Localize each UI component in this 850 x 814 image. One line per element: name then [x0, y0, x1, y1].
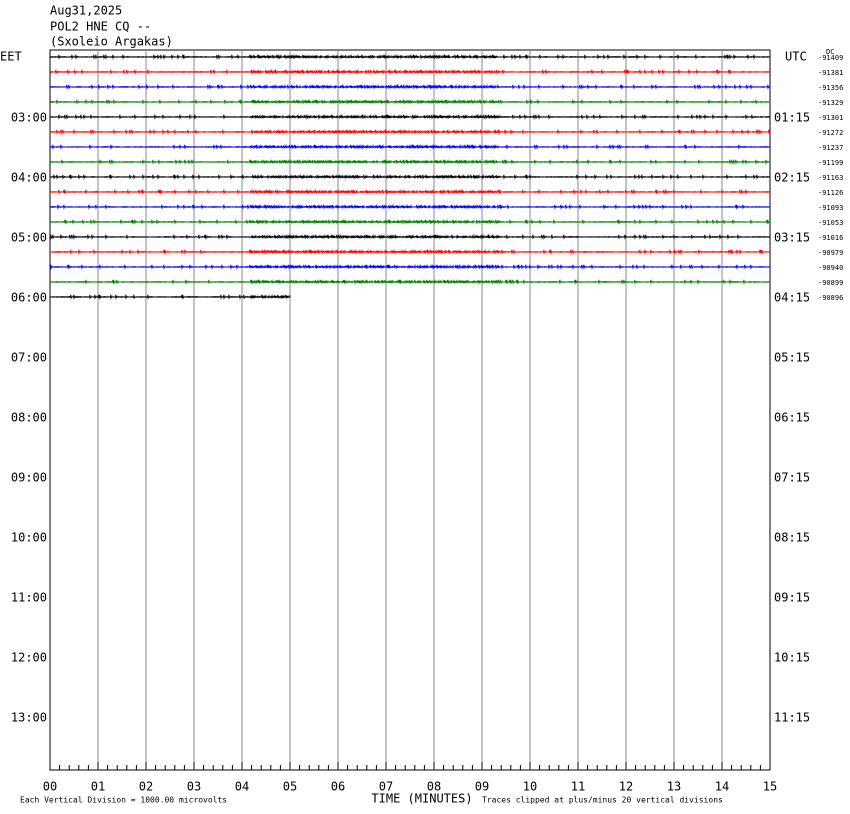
dc-offset: -91272	[818, 129, 843, 137]
x-tick-label: 05	[283, 780, 297, 794]
left-hour: 07:00	[11, 351, 47, 365]
x-tick-label: 10	[523, 780, 537, 794]
x-tick-label: 04	[235, 780, 249, 794]
dc-offset: -91053	[818, 219, 843, 227]
station: POL2 HNE CQ --	[50, 20, 151, 34]
right-hour: 10:15	[774, 651, 810, 665]
dc-offset: -91301	[818, 114, 843, 122]
x-tick-label: 03	[187, 780, 201, 794]
date: Aug31,2025	[50, 4, 122, 18]
dc-offset: -91016	[818, 234, 843, 242]
left-hour: 04:00	[11, 171, 47, 185]
x-title: TIME (MINUTES)	[371, 792, 472, 806]
dc-offset: -91329	[818, 99, 843, 107]
dc-offset: -91163	[818, 174, 843, 182]
dc-offset: -90896	[818, 294, 843, 302]
footer-right: Traces clipped at plus/minus 20 vertical…	[482, 796, 723, 805]
plot-frame	[49, 49, 771, 771]
left-hour: 06:00	[11, 291, 47, 305]
dc-offset: -91126	[818, 189, 843, 197]
left-zone: EET	[0, 50, 22, 64]
right-hour: 09:15	[774, 591, 810, 605]
right-zone: UTC	[785, 50, 807, 64]
right-hour: 06:15	[774, 411, 810, 425]
x-tick-label: 00	[43, 780, 57, 794]
x-tick-label: 02	[139, 780, 153, 794]
left-hour: 12:00	[11, 651, 47, 665]
dc-label: DC	[826, 48, 834, 56]
left-hour: 11:00	[11, 591, 47, 605]
dc-offset: -90940	[818, 264, 843, 272]
dc-offset: -91409	[818, 54, 843, 62]
x-tick-label: 08	[427, 780, 441, 794]
right-hour: 07:15	[774, 471, 810, 485]
dc-offset: -91199	[818, 159, 843, 167]
right-hour: 08:15	[774, 531, 810, 545]
right-hour: 04:15	[774, 291, 810, 305]
left-hour: 09:00	[11, 471, 47, 485]
footer-left: Each Vertical Division = 1000.00 microvo…	[20, 796, 227, 805]
right-hour: 11:15	[774, 711, 810, 725]
x-tick-label: 15	[763, 780, 777, 794]
right-hour: 03:15	[774, 231, 810, 245]
dc-offset: -91093	[818, 204, 843, 212]
dc-offset: -91237	[818, 144, 843, 152]
x-tick-label: 09	[475, 780, 489, 794]
site: (Sxoleio Argakas)	[50, 35, 173, 49]
x-tick-label: 01	[91, 780, 105, 794]
right-hour: 05:15	[774, 351, 810, 365]
dc-offset: -91381	[818, 69, 843, 77]
x-tick-label: 12	[619, 780, 633, 794]
left-hour: 08:00	[11, 411, 47, 425]
x-tick-label: 13	[667, 780, 681, 794]
x-tick-label: 14	[715, 780, 729, 794]
left-hour: 05:00	[11, 231, 47, 245]
left-hour: 03:00	[11, 111, 47, 125]
right-hour: 01:15	[774, 111, 810, 125]
left-hour: 13:00	[11, 711, 47, 725]
right-hour: 02:15	[774, 171, 810, 185]
dc-offset: -91356	[818, 84, 843, 92]
left-hour: 10:00	[11, 531, 47, 545]
dc-offset: -90979	[818, 249, 843, 257]
x-tick-label: 11	[571, 780, 585, 794]
x-tick-label: 07	[379, 780, 393, 794]
x-tick-label: 06	[331, 780, 345, 794]
dc-offset: -90899	[818, 279, 843, 287]
